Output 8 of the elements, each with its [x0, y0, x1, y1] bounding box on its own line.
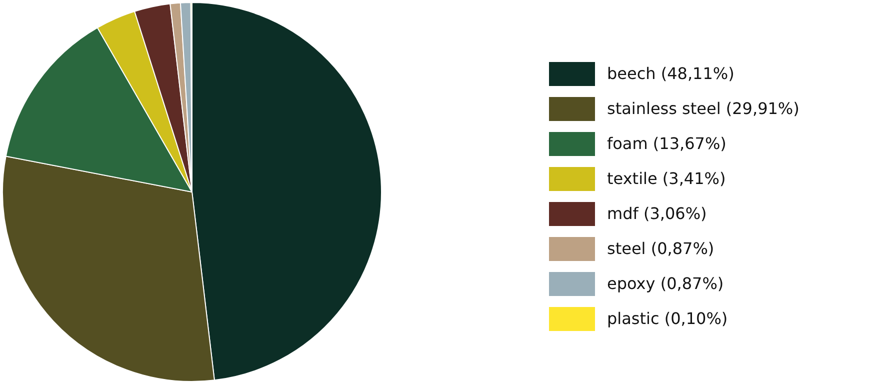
legend-label: stainless steel (29,91%) [607, 99, 800, 118]
legend-label: textile (3,41%) [607, 169, 726, 188]
legend-label: steel (0,87%) [607, 239, 714, 258]
legend-label: plastic (0,10%) [607, 309, 728, 328]
legend-label: foam (13,67%) [607, 134, 726, 153]
legend-label: epoxy (0,87%) [607, 274, 724, 293]
legend-label: beech (48,11%) [607, 64, 734, 83]
legend-label: mdf (3,06%) [607, 204, 707, 223]
